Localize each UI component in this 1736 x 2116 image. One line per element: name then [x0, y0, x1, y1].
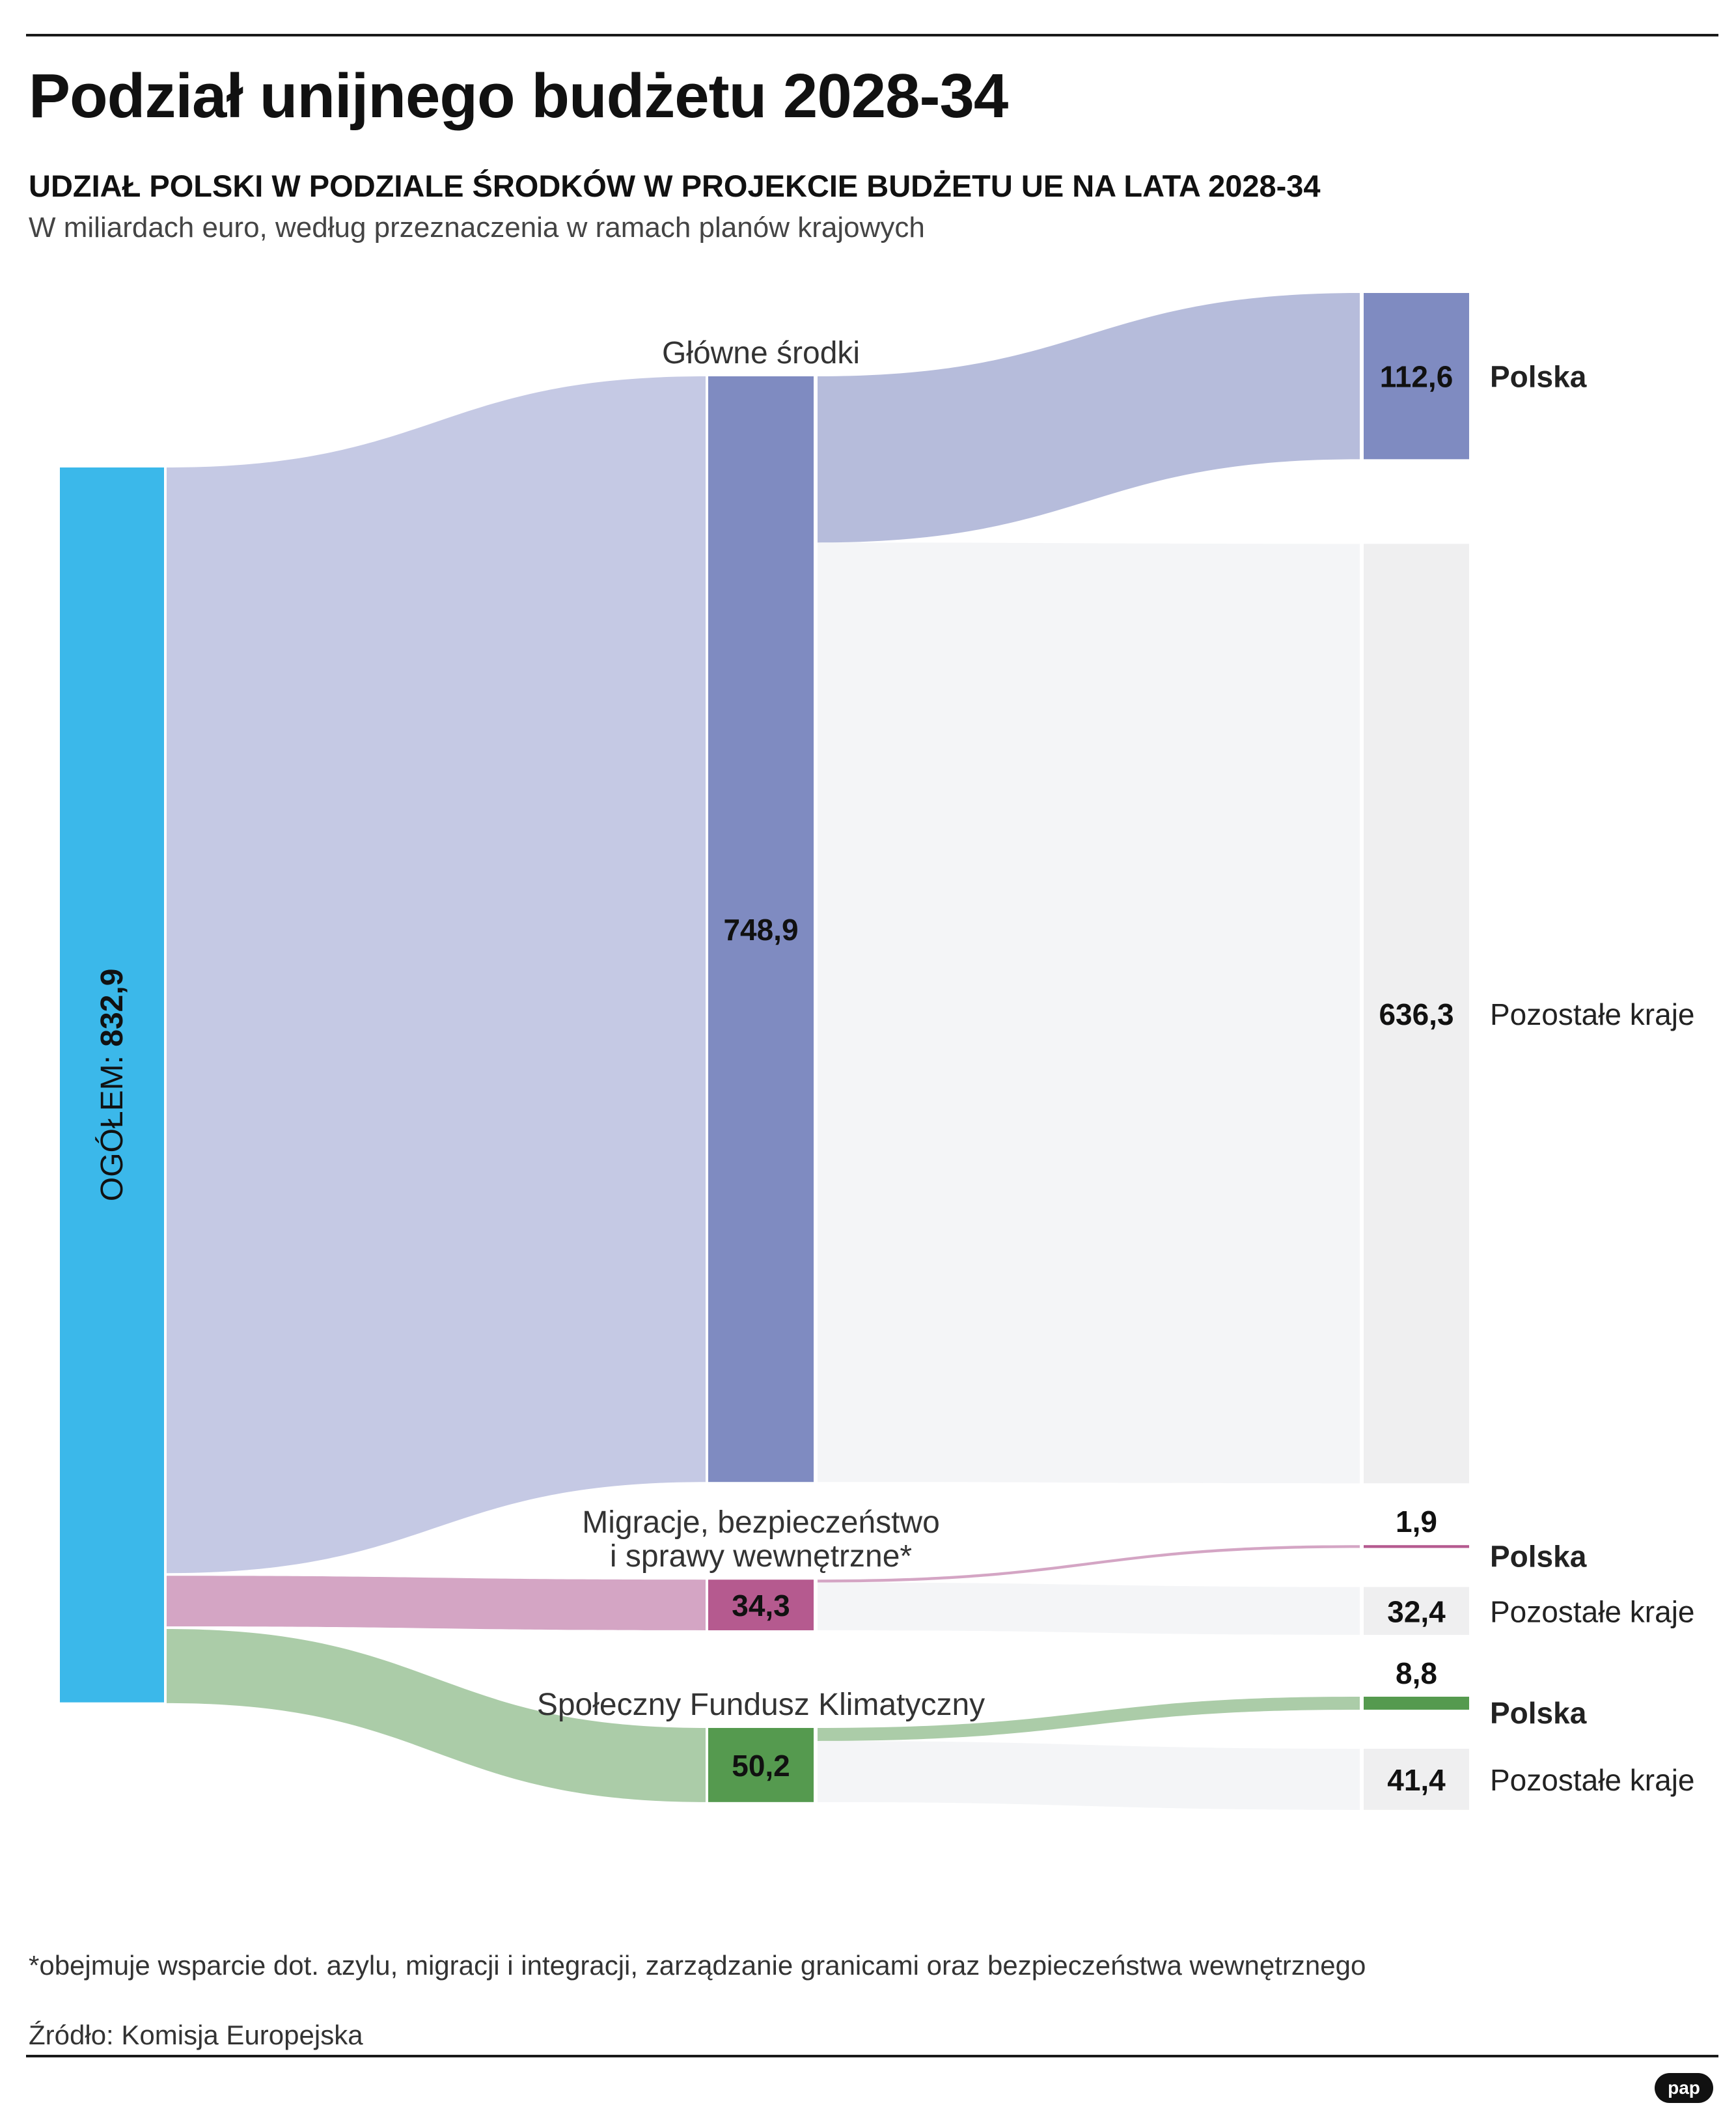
footnote: *obejmuje wsparcie dot. azylu, migracji … [29, 1950, 1366, 1981]
target-name-2-1: Pozostałe kraje [1490, 1763, 1695, 1797]
flow-category-2-to-target-0 [818, 1696, 1360, 1741]
target-name-1-1: Pozostałe kraje [1490, 1594, 1695, 1628]
category-node-2 [708, 1727, 814, 1802]
target-node-2-1 [1364, 1748, 1469, 1810]
chart-subtitle: UDZIAŁ POLSKI W PODZIALE ŚRODKÓW W PROJE… [29, 169, 1321, 203]
flow-category-1-to-target-1 [818, 1582, 1360, 1635]
flow-total-to-category-1 [167, 1576, 706, 1630]
category-name-0-line-0: Główne środki [662, 336, 860, 370]
target-name-1-0: Polska [1490, 1539, 1587, 1573]
target-node-2-0 [1364, 1696, 1469, 1710]
source-note: Źródło: Komisja Europejska [29, 2020, 363, 2050]
flow-total-to-category-0 [167, 376, 706, 1574]
category-name-1-line-0: Migracje, bezpieczeństwo [582, 1505, 940, 1540]
category-node-0 [708, 376, 814, 1483]
category-value-1: 34,3 [732, 1589, 790, 1622]
chart-title: Podział unijnego budżetu 2028-34 [29, 61, 1008, 131]
category-node-1 [708, 1580, 814, 1630]
top-rule [26, 34, 1718, 36]
target-value-2-1: 41,4 [1387, 1763, 1446, 1797]
total-label-text: OGÓŁEM: [94, 1047, 130, 1201]
target-name-2-0: Polska [1490, 1696, 1587, 1730]
category-name-1-line-1: i sprawy wewnętrzne* [610, 1539, 912, 1574]
bottom-rule [26, 2055, 1718, 2057]
pap-logo: pap [1655, 2073, 1713, 2103]
target-value-2-0: 8,8 [1396, 1656, 1437, 1690]
flow-category-1-to-target-0 [818, 1545, 1360, 1583]
flow-category-0-to-target-1 [818, 542, 1360, 1484]
flow-total-to-category-2 [167, 1628, 706, 1802]
target-node-1-0 [1364, 1545, 1469, 1548]
target-value-1-0: 1,9 [1396, 1505, 1437, 1538]
target-name-0-1: Pozostałe kraje [1490, 997, 1695, 1031]
target-value-0-1: 636,3 [1379, 997, 1454, 1031]
category-value-0: 748,9 [723, 913, 798, 947]
chart-unit-note: W miliardach euro, według przeznaczenia … [29, 212, 925, 244]
flow-category-0-to-target-0 [818, 293, 1360, 543]
category-value-2: 50,2 [732, 1749, 790, 1783]
target-node-1-1 [1364, 1587, 1469, 1635]
total-value: 832,9 [95, 969, 130, 1047]
category-name-2-line-0: Społeczny Fundusz Klimatyczny [537, 1688, 985, 1722]
target-node-0-0 [1364, 293, 1469, 460]
flow-category-2-to-target-1 [818, 1740, 1360, 1810]
total-label: OGÓŁEM: 832,9 [94, 969, 130, 1202]
target-value-0-0: 112,6 [1380, 360, 1454, 394]
target-node-0-1 [1364, 544, 1469, 1484]
total-node [60, 467, 164, 1703]
target-value-1-1: 32,4 [1387, 1594, 1446, 1628]
pap-logo-text: pap [1668, 2078, 1700, 2098]
target-name-0-0: Polska [1490, 360, 1587, 394]
